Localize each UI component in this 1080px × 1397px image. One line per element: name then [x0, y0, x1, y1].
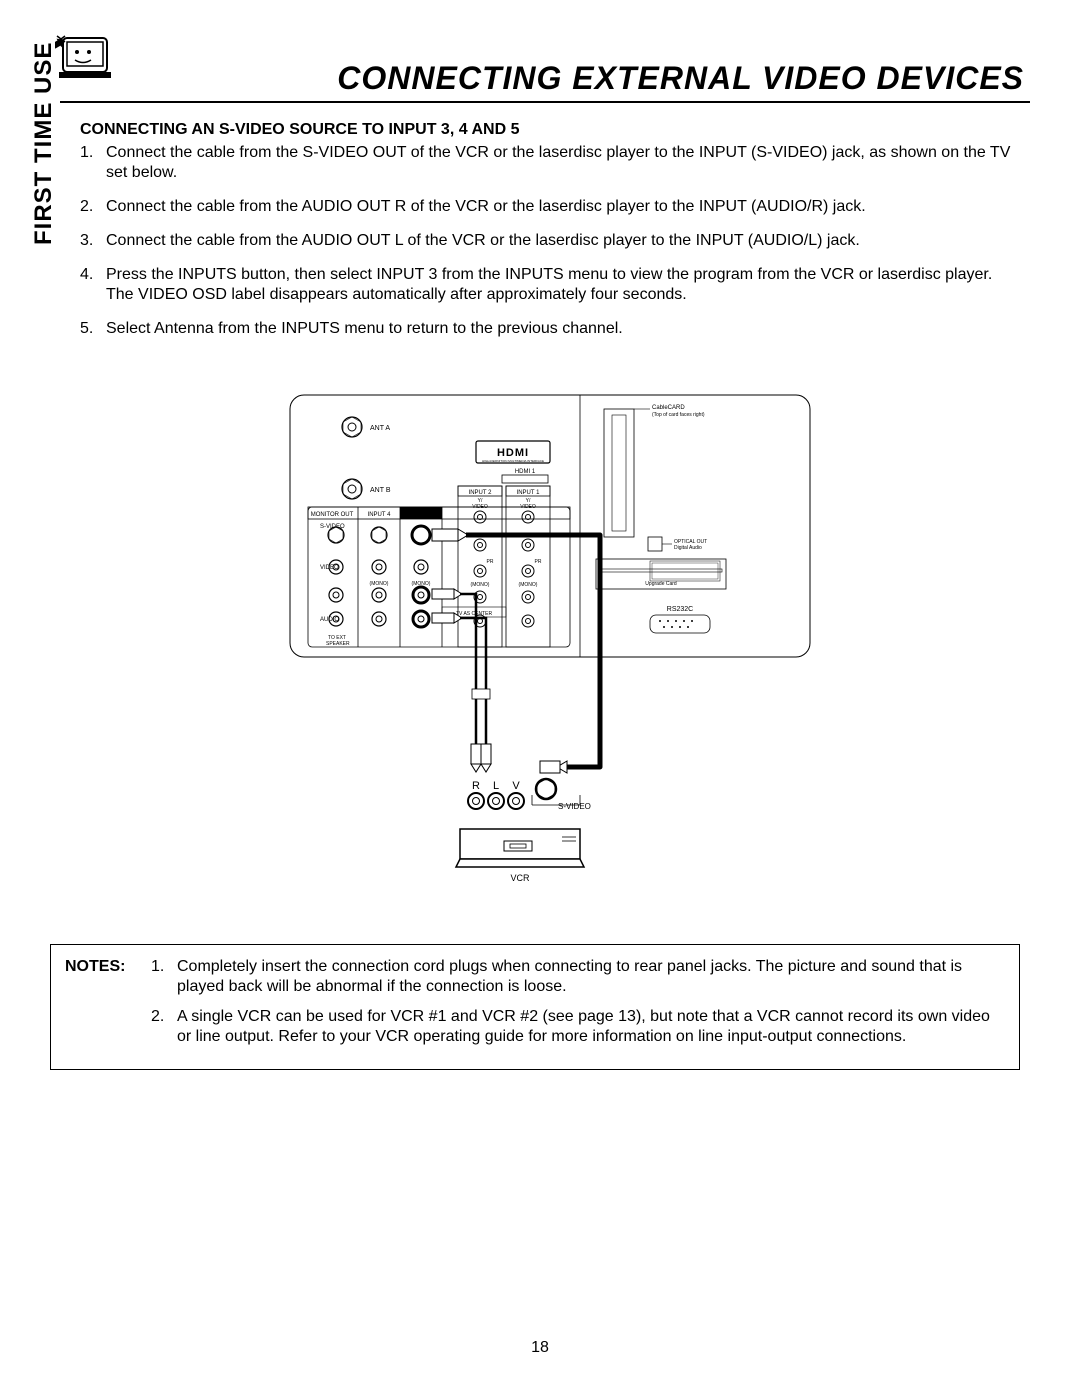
svg-text:(MONO): (MONO)	[519, 582, 538, 588]
title-rule	[60, 101, 1030, 103]
svg-text:R: R	[472, 780, 480, 792]
svg-text:INPUT 1: INPUT 1	[517, 490, 541, 496]
step-item: 1.Connect the cable from the S-VIDEO OUT…	[80, 143, 1020, 183]
svg-text:VIDEO: VIDEO	[520, 504, 536, 510]
svg-text:(Top of card faces right): (Top of card faces right)	[652, 412, 705, 418]
note-item: 1.Completely insert the connection cord …	[151, 957, 1005, 997]
audio-jacks	[329, 587, 429, 627]
label-input4: INPUT 4	[368, 512, 392, 518]
svg-text:PR: PR	[487, 559, 494, 565]
content-area: CONNECTING AN S-VIDEO SOURCE TO INPUT 3,…	[80, 121, 1020, 1070]
svg-text:HDMI: HDMI	[497, 447, 529, 459]
connection-diagram: MONITOR OUT INPUT 4 INPUT 3 S-VIDEO VIDE…	[80, 389, 1020, 904]
svg-text:ANT B: ANT B	[370, 487, 391, 494]
label-monitor-out: MONITOR OUT	[311, 512, 354, 518]
section-subtitle: CONNECTING AN S-VIDEO SOURCE TO INPUT 3,…	[80, 121, 1020, 139]
note-item: 2.A single VCR can be used for VCR #1 an…	[151, 1007, 1005, 1047]
step-item: 5.Select Antenna from the INPUTS menu to…	[80, 319, 1020, 339]
notes-list: 1.Completely insert the connection cord …	[151, 957, 1005, 1057]
svg-text:VIDEO: VIDEO	[472, 504, 488, 510]
svg-text:Upgrade Card: Upgrade Card	[645, 581, 677, 587]
notes-box: NOTES: 1.Completely insert the connectio…	[50, 944, 1020, 1070]
svg-text:L: L	[493, 780, 499, 792]
vcr-device: VCR	[456, 829, 584, 883]
svideo-cable	[432, 529, 600, 773]
svg-text:HIGH-DEFINITION MULTIMEDIA INT: HIGH-DEFINITION MULTIMEDIA INTERFACE	[482, 459, 544, 463]
svg-text:INPUT 2: INPUT 2	[469, 490, 493, 496]
svg-text:SPEAKER: SPEAKER	[326, 641, 350, 647]
svg-text:VCR: VCR	[510, 873, 530, 883]
page-title: CONNECTING EXTERNAL VIDEO DEVICES	[50, 60, 1030, 97]
svg-text:PR: PR	[535, 559, 542, 565]
video-jacks	[329, 560, 428, 574]
svg-text:V: V	[512, 780, 520, 792]
svg-text:S-VIDEO: S-VIDEO	[558, 802, 591, 811]
svg-text:(MONO): (MONO)	[471, 582, 490, 588]
step-item: 4.Press the INPUTS button, then select I…	[80, 265, 1020, 305]
notes-label: NOTES:	[65, 957, 151, 1057]
step-item: 2.Connect the cable from the AUDIO OUT R…	[80, 197, 1020, 217]
step-item: 3.Connect the cable from the AUDIO OUT L…	[80, 231, 1020, 251]
svg-text:Digital Audio: Digital Audio	[674, 545, 702, 551]
page-number: 18	[0, 1339, 1080, 1357]
sidebar-section-label: FIRST TIME USE	[30, 42, 58, 245]
steps-list: 1.Connect the cable from the S-VIDEO OUT…	[80, 143, 1020, 339]
svg-text:CableCARD: CableCARD	[652, 405, 685, 411]
svg-text:ANT A: ANT A	[370, 425, 390, 432]
svg-text:(MONO): (MONO)	[370, 581, 389, 587]
tv-icon	[55, 30, 119, 87]
label-input3: INPUT 3	[409, 512, 433, 518]
svg-text:HDMI 1: HDMI 1	[515, 469, 536, 475]
svg-text:TV AS CENTER: TV AS CENTER	[456, 611, 493, 617]
svg-text:RS232C: RS232C	[667, 606, 693, 613]
